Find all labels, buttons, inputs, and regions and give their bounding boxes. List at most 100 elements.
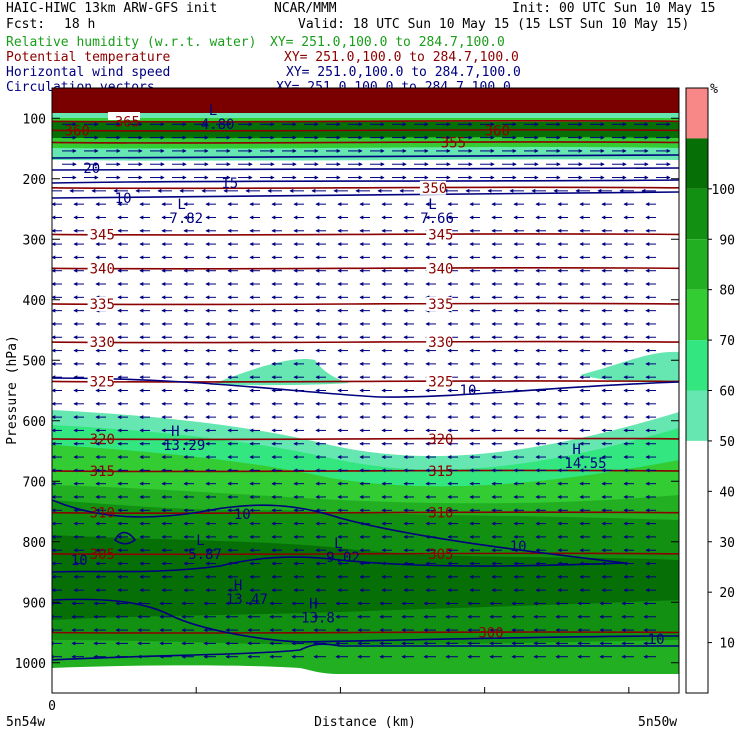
extremum-value-3: 13.29 [163, 438, 205, 454]
extremum-type-2: L [428, 197, 436, 213]
colorbar-label-70: 70 [719, 334, 735, 349]
colorbar: 10 20 30 40 50 60 70 80 90 100% [685, 82, 735, 694]
field-wind-xy: XY= 251.0,100.0 to 284.7,100.0 [286, 65, 521, 80]
field-rh-xy: XY= 251.0,100.0 to 284.7,100.0 [270, 35, 505, 50]
field-theta-name: Potential temperature [6, 50, 171, 65]
colorbar-band-3 [686, 239, 708, 290]
y-tick-label-300: 300 [23, 233, 46, 248]
theta-label-345-1: 345 [428, 227, 453, 243]
wind-label-1: 15 [221, 176, 238, 192]
wind-15-jet [52, 167, 679, 171]
theta-label-bg [426, 261, 453, 276]
fcst-label: Fcst: [6, 17, 46, 32]
extremum-value-0: 4.80 [201, 117, 235, 133]
theta-label-335-1: 335 [428, 297, 453, 313]
theta-line-325 [52, 380, 679, 383]
theta-label-bg [87, 335, 114, 350]
theta-line-360 [52, 128, 679, 132]
extremum-value-7: 13.47 [226, 592, 268, 608]
theta-line-310 [52, 511, 679, 515]
extremum-value-4: 14.55 [564, 456, 606, 472]
wind-label-5: 10 [510, 539, 527, 555]
extremum-type-1: L [177, 197, 185, 213]
wind-10-upper [52, 191, 679, 199]
theta-line-350 [52, 186, 679, 190]
y-tick-label-500: 500 [23, 354, 46, 369]
y-tick-label-700: 700 [23, 475, 46, 490]
theta-label-320-1: 320 [428, 432, 453, 448]
valid-time: Valid: 18 UTC Sun 10 May 15 (15 LST Sun … [298, 17, 690, 32]
wind-10-mid [52, 377, 679, 398]
wind-label-6: 10 [71, 553, 88, 569]
theta-label-300-0: 300 [478, 626, 503, 642]
colorbar-band-10 [686, 592, 708, 643]
wind-10-bump [113, 531, 137, 545]
colorbar-band-6 [686, 390, 708, 441]
theta-label-bg [87, 227, 114, 242]
extremum-value-1: 7.82 [169, 211, 203, 227]
theta-line-320 [52, 437, 679, 441]
theta-label-355-0: 355 [441, 135, 466, 151]
colorbar-label-50: 50 [719, 435, 735, 450]
extremum-type-0: L [209, 103, 217, 119]
wind-20-jet [52, 154, 679, 159]
theta-label-310-0: 310 [90, 506, 115, 522]
extremum-type-3: H [171, 424, 179, 440]
theta-line-300 [52, 631, 679, 634]
extremum-value-2: 7.66 [420, 211, 454, 227]
theta-label-335-0: 335 [90, 297, 115, 313]
wind-10-low [52, 598, 679, 643]
colorbar-band-8 [686, 491, 708, 542]
plot-frame [51, 87, 680, 694]
wind-10-jet [52, 179, 679, 184]
theta-line-365 [52, 119, 679, 123]
theta-label-bg [87, 261, 114, 276]
x-left-label: 5n54w [6, 715, 45, 730]
extremum-type-8: H [309, 596, 317, 612]
colorbar-label-10: 10 [719, 637, 735, 652]
terrain [52, 665, 679, 693]
theta-label-340-1: 340 [428, 261, 453, 277]
theta-label-305-1: 305 [428, 547, 453, 563]
theta-line-345 [52, 233, 679, 236]
colorbar-band-2 [686, 188, 708, 240]
theta-label-340-0: 340 [90, 261, 115, 277]
colorbar-label-90: 90 [719, 233, 735, 248]
colorbar-label-40: 40 [719, 485, 735, 500]
theta-label-310-1: 310 [428, 506, 453, 522]
colorbar-band-11 [686, 642, 708, 693]
colorbar-band-5 [686, 340, 708, 391]
colorbar-label-100: 100 [712, 183, 735, 198]
theta-label-bg [426, 227, 453, 242]
extremum-type-4: H [572, 442, 580, 458]
colorbar-band-7 [686, 440, 708, 492]
rh-patch-mid-right [580, 351, 679, 383]
theta-label-330-0: 330 [90, 335, 115, 351]
y-tick-label-600: 600 [23, 415, 46, 430]
theta-line-305 [52, 552, 679, 556]
colorbar-band-1 [686, 138, 708, 189]
fcst-value: 18 h [64, 17, 96, 32]
colorbar-band-4 [686, 289, 708, 341]
wind-label-3: 10 [460, 383, 477, 399]
colorbar-label-20: 20 [719, 586, 735, 601]
theta-line-330 [52, 340, 679, 344]
init-time: Init: 00 UTC Sun 10 May 15 [512, 1, 716, 16]
theta-label-360-1: 360 [485, 123, 510, 139]
y-axis-label: Pressure (hPa) [5, 335, 20, 445]
x-tick-label-0: 0 [48, 699, 56, 714]
rh-top-patch [108, 112, 140, 120]
colorbar-label-60: 60 [719, 385, 735, 400]
wind-10-sfc [52, 643, 679, 661]
theta-label-bg [87, 374, 114, 389]
theta-label-bg [426, 335, 453, 350]
wind-label-2: 20 [83, 161, 100, 177]
extremum-value-8: 13.8 [301, 610, 335, 626]
extremum-value-5: 5.87 [188, 547, 222, 563]
colorbar-unit: % [710, 82, 718, 97]
colorbar-band-9 [686, 541, 708, 593]
theta-label-325-1: 325 [428, 374, 453, 390]
theta-contours [52, 119, 679, 634]
